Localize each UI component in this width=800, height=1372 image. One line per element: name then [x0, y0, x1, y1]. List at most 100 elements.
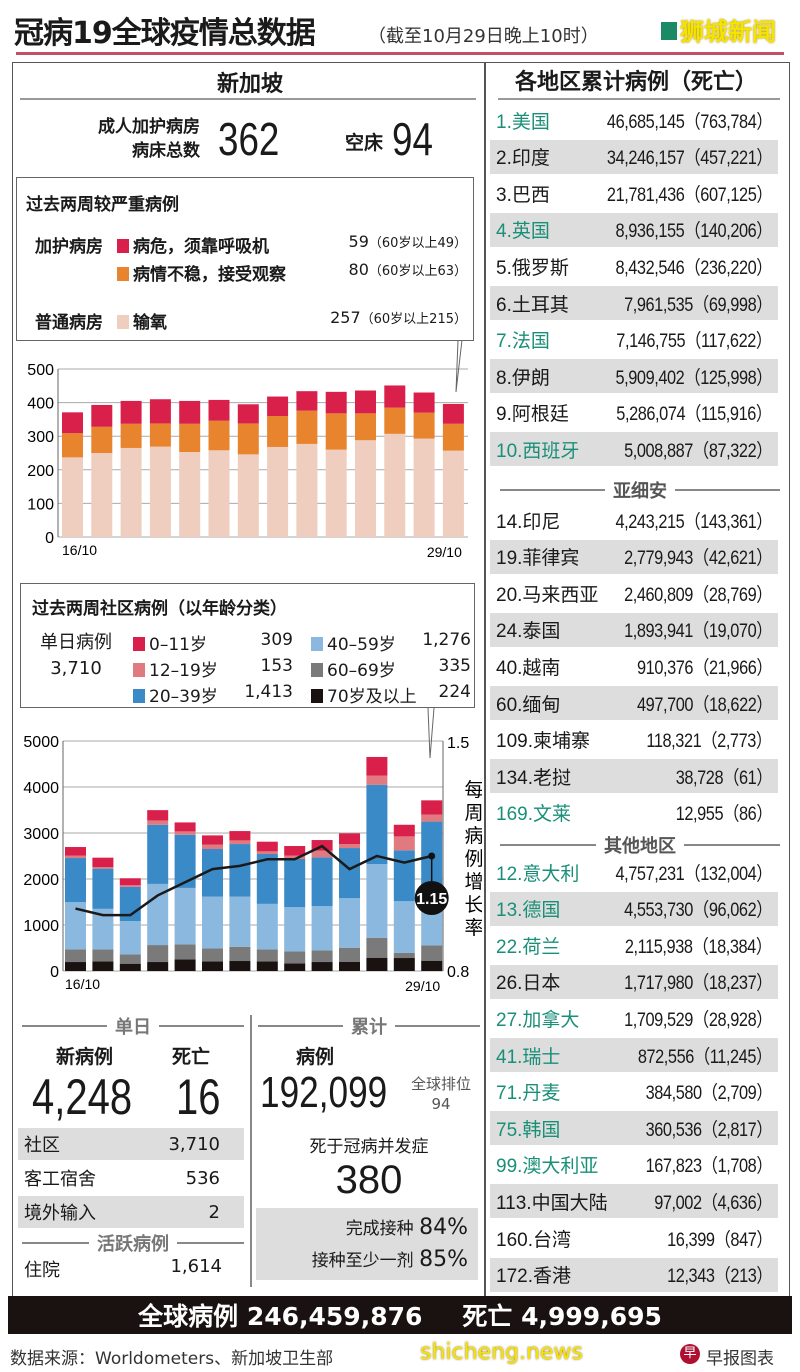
- region-value: 5,286,074（115,916）: [616, 404, 773, 426]
- severe-row-value: 257（60岁以上215）: [330, 308, 467, 327]
- age-legend-value: 224: [438, 682, 471, 702]
- bar-segment: [384, 385, 406, 408]
- region-value: 2,779,943（42,621）: [623, 548, 772, 570]
- bar-segment: [339, 961, 360, 971]
- region-row: 109.柬埔寨 118,321（2,773）: [490, 723, 778, 757]
- bar-segment: [284, 907, 306, 952]
- bar-segment: [339, 898, 360, 948]
- severe-note: （60岁以上215）: [360, 312, 467, 327]
- bar-segment: [119, 954, 141, 964]
- region-name: 109.柬埔寨: [496, 731, 590, 753]
- bar-segment: [179, 400, 201, 424]
- watermark-footer: shicheng.news: [420, 1340, 583, 1365]
- region-value: 497,700（18,622）: [636, 694, 773, 716]
- region-name: 10.西班牙: [496, 440, 580, 462]
- bar-segment: [311, 962, 333, 971]
- bar-segment: [256, 841, 278, 852]
- page-title: 冠病19全球疫情总数据: [14, 16, 316, 51]
- bar-segment: [267, 446, 289, 537]
- bar-segment: [91, 426, 113, 453]
- vax-one-value: 85%: [419, 1247, 468, 1272]
- legend-swatch-icon: [117, 267, 129, 281]
- severe-row-value: 59（60岁以上49）: [349, 232, 467, 251]
- age-legend-label: 0–11岁: [149, 635, 207, 655]
- severe-row-label: 病情不稳，接受观察: [133, 265, 286, 285]
- region-value: 4,553,730（96,062）: [623, 900, 772, 922]
- region-value: 8,432,546（236,220）: [615, 257, 772, 279]
- breakdown-label: 境外输入: [24, 1203, 96, 1224]
- bar-segment: [91, 404, 113, 427]
- region-row: 41.瑞士 872,556（11,245）: [490, 1038, 778, 1072]
- bar-segment: [256, 854, 278, 904]
- region-row: 6.土耳其 7,961,535（69,998）: [490, 286, 778, 320]
- community-legend-box: 过去两周社区病例（以年龄分类） 单日病例 3,710 0–11岁 309 12–19…: [20, 583, 475, 708]
- bar-segment: [296, 410, 318, 444]
- bar-segment: [267, 416, 289, 447]
- bar-segment: [256, 949, 278, 962]
- vax-full-label: 完成接种: [345, 1219, 414, 1239]
- region-value: 4,243,215（143,361）: [615, 511, 772, 533]
- region-row: 19.菲律宾 2,779,943（42,621）: [490, 539, 778, 574]
- bar-segment: [325, 449, 347, 537]
- bar-segment: [421, 960, 443, 971]
- region-name: 60.缅甸: [496, 694, 561, 716]
- y-tick-label: 0: [45, 530, 54, 547]
- bar-segment: [237, 404, 259, 424]
- bar-segment: [92, 857, 114, 867]
- bar-segment: [442, 423, 464, 451]
- severe-row: 病情不稳，接受观察 80（60岁以上63）: [117, 260, 467, 285]
- global-deaths-label: 死亡: [462, 1302, 513, 1331]
- severe-cases-box: 过去两周较严重病例 加护病房 普通病房 病危，须靠呼吸机 59（60岁以上49）病…: [16, 177, 474, 341]
- region-name: 134.老挝: [496, 767, 571, 789]
- column-divider: [484, 62, 486, 1297]
- vax-one-label: 接种至少一剂: [311, 1251, 414, 1271]
- age-legend-item: 60–69岁 335: [311, 656, 471, 681]
- y2-tick-label: 0.8: [447, 964, 469, 981]
- region-row: 75.韩国 360,536（2,817）: [490, 1111, 778, 1146]
- other-title: 其他地区: [604, 836, 676, 857]
- bar-segment: [413, 412, 435, 439]
- bar-segment: [366, 784, 388, 865]
- region-value: 5,008,887（87,322）: [623, 440, 772, 462]
- region-name: 75.韩国: [496, 1119, 561, 1141]
- breakdown-value: 3,710: [168, 1133, 220, 1155]
- bar-segment: [393, 850, 415, 902]
- region-row: 9.阿根廷 5,286,074（115,916）: [490, 396, 778, 430]
- region-value: 167,823（1,708）: [645, 1156, 772, 1178]
- breakdown-label: 客工宿舍: [24, 1169, 96, 1190]
- bar-segment: [229, 840, 251, 845]
- region-name: 1.美国: [496, 111, 550, 133]
- bar-segment: [339, 833, 360, 845]
- growth-rate-annotation: 1.15: [416, 891, 447, 908]
- other-header: 其他地区: [500, 832, 780, 858]
- region-name: 7.法国: [496, 331, 550, 353]
- bar-segment: [149, 423, 171, 447]
- vax-one-row: 接种至少一剂 85%: [312, 1246, 468, 1272]
- cumulative-title-text: 累计: [351, 1017, 387, 1038]
- bar-segment: [256, 851, 278, 855]
- region-value: 7,961,535（69,998）: [623, 294, 772, 316]
- legend-swatch-icon: [133, 637, 145, 651]
- severe-value: 80: [348, 260, 369, 279]
- age-legend-value: 1,413: [244, 682, 293, 702]
- deaths-value: 16: [176, 1069, 221, 1125]
- region-name: 71.丹麦: [496, 1083, 561, 1105]
- bar-segment: [366, 864, 388, 938]
- legend-swatch-icon: [117, 239, 129, 253]
- zaobao-logo-icon: 早: [680, 1344, 700, 1364]
- x-tick-label: 29/10: [427, 544, 462, 560]
- graphic-credit: 早报图表: [706, 1349, 774, 1369]
- severe-row-value: 80（60岁以上63）: [349, 260, 467, 279]
- region-name: 13.德国: [496, 900, 561, 922]
- bar-segment: [62, 457, 83, 537]
- growth-rate-line: [75, 844, 432, 917]
- region-name: 20.马来西亚: [496, 584, 599, 606]
- region-row: 13.德国 4,553,730（96,062）: [490, 891, 778, 926]
- age-legend-label: 20–39岁: [149, 687, 218, 707]
- age-legend-label-wrap: 40–59岁: [311, 630, 396, 655]
- severe-row: 病危，须靠呼吸机 59（60岁以上49）: [117, 232, 467, 257]
- region-row: 1.美国 46,685,145（763,784）: [490, 103, 778, 137]
- region-value: 34,246,157（457,221）: [606, 148, 773, 170]
- x-tick-label: 16/10: [65, 976, 100, 992]
- hospitalised-value: 1,614: [170, 1256, 222, 1277]
